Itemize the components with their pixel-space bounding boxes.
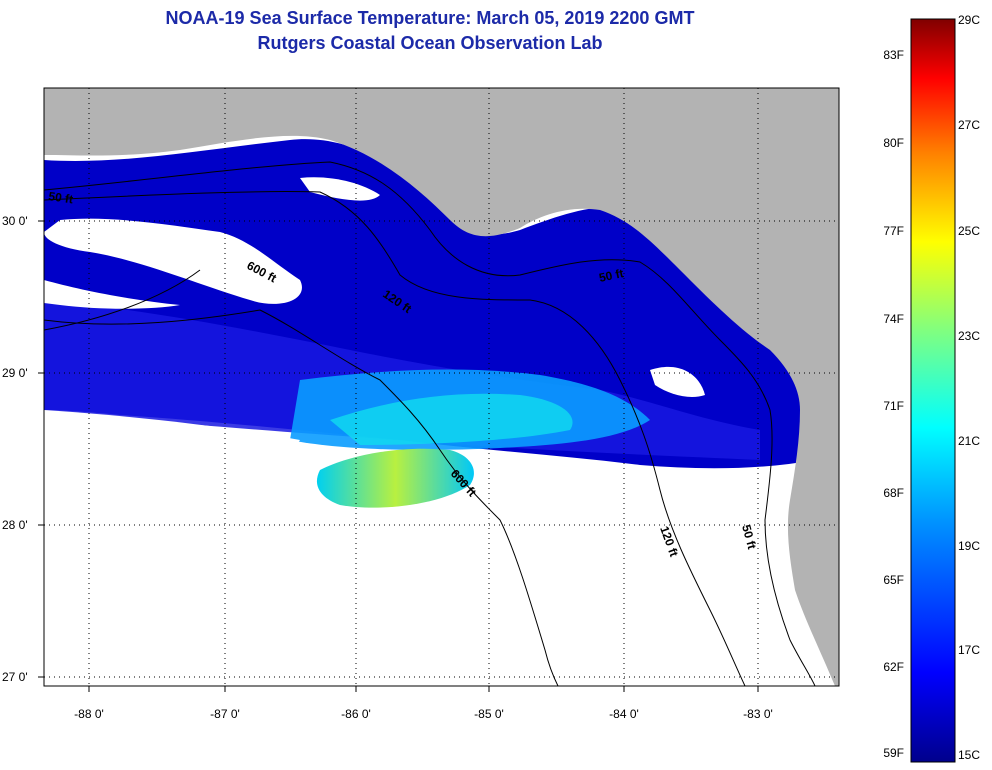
colorbar-f-label: 68F	[883, 486, 904, 500]
colorbar-f-label: 77F	[883, 224, 904, 238]
colorbar-c-label: 21C	[958, 434, 981, 448]
colorbar-c-label: 15C	[958, 748, 981, 762]
contour-600ft-west	[44, 269, 201, 331]
lon-label: -85 0'	[474, 707, 504, 721]
lon-label: -84 0'	[609, 707, 639, 721]
map-title: NOAA-19 Sea Surface Temperature: March 0…	[165, 8, 695, 28]
colorbar-c-label: 29C	[958, 13, 981, 27]
cloud-gap	[650, 366, 705, 397]
land-florida	[44, 88, 839, 686]
colorbar-c-label: 27C	[958, 118, 981, 132]
lon-label: -87 0'	[210, 707, 240, 721]
colorbar-f-label: 65F	[883, 573, 904, 587]
cloud-gap	[44, 410, 300, 510]
lon-label: -83 0'	[743, 707, 773, 721]
colorbar-c-label: 19C	[958, 539, 981, 553]
colorbar-c-label: 17C	[958, 643, 981, 657]
cloud-gap	[480, 466, 800, 520]
colorbar-f-label: 62F	[883, 660, 904, 674]
cloud-gap	[44, 218, 302, 304]
cloud-gap	[300, 177, 380, 201]
colorbar-f-label: 83F	[883, 48, 904, 62]
lat-label: 30 0'	[2, 214, 28, 228]
colorbar-c-label: 23C	[958, 329, 981, 343]
cloud-gap	[44, 520, 839, 686]
lon-label: -88 0'	[74, 707, 104, 721]
colorbar-f-label: 59F	[883, 746, 904, 760]
colorbar-f-label: 80F	[883, 136, 904, 150]
colorbar-c-label: 25C	[958, 224, 981, 238]
contour-120ft	[44, 191, 746, 686]
contour-label: 50 ft	[598, 266, 625, 285]
colorbar-f-label: 74F	[883, 312, 904, 326]
contour-50ft	[44, 161, 816, 686]
lat-label: 27 0'	[2, 670, 28, 684]
contour-label: 50 ft	[739, 523, 759, 550]
cloud-gap	[44, 280, 180, 309]
colorbar-f-label: 71F	[883, 399, 904, 413]
sst-cyan	[330, 393, 573, 445]
lat-label: 29 0'	[2, 366, 28, 380]
map-frame	[43, 87, 840, 687]
contour-label: 50 ft	[48, 189, 74, 206]
colorbar	[910, 18, 956, 763]
contour-600ft	[44, 309, 559, 686]
map-subtitle: Rutgers Coastal Ocean Observation Lab	[257, 33, 603, 53]
lat-label: 28 0'	[2, 518, 28, 532]
axis-ticks	[38, 220, 759, 692]
lon-label: -86 0'	[341, 707, 371, 721]
